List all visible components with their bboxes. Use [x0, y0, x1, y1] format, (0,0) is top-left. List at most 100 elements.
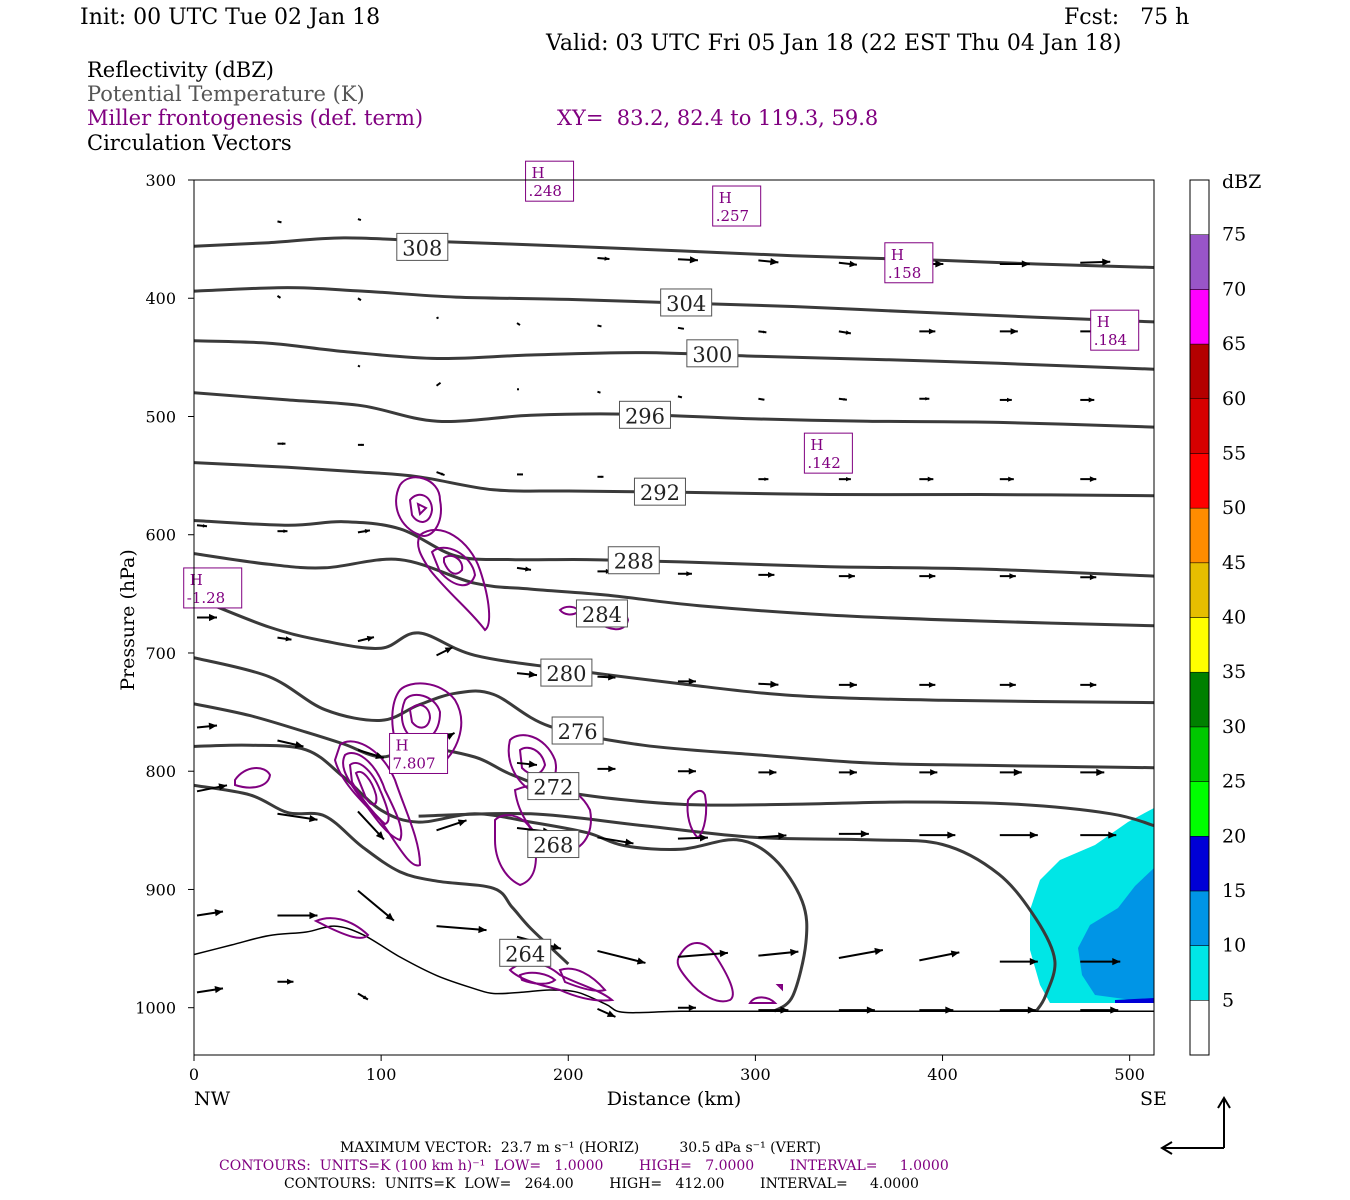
circulation-vector — [1080, 768, 1105, 776]
circulation-vector — [597, 1007, 616, 1018]
terrain-line — [194, 925, 1154, 1014]
circulation-vector — [758, 258, 779, 266]
theta-contour-label: 272 — [533, 776, 573, 800]
circulation-vector — [919, 950, 960, 962]
colorbar-swatch — [1189, 398, 1210, 454]
colorbar-swatch — [1189, 836, 1210, 892]
circulation-vector — [1080, 1006, 1119, 1014]
theta-label-box — [618, 400, 671, 429]
init-time: Init: 00 UTC Tue 02 Jan 18 — [80, 5, 381, 30]
circulation-vector — [277, 812, 318, 823]
fronto-high-value: .257 — [716, 207, 749, 225]
colorbar: 5 10 15 20 25 30 35 40 45 50 55 60 65 70 75 — [1189, 179, 1246, 1056]
circulation-vector — [597, 949, 646, 965]
x-tick-label: 400 — [927, 1065, 958, 1084]
circulation-vector — [919, 573, 936, 579]
nw-label: NW — [194, 1088, 231, 1110]
circulation-vector — [677, 395, 683, 399]
circulation-vector — [277, 636, 292, 642]
circulation-vector — [1080, 258, 1111, 266]
theta-contour-label: 296 — [625, 404, 665, 428]
colorbar-tick-label: 10 — [1222, 935, 1246, 957]
x-axis-title: Distance (km) — [607, 1088, 742, 1110]
circulation-vector — [677, 678, 696, 685]
colorbar-tick-label: 5 — [1222, 989, 1234, 1011]
terrain-surface-line — [194, 925, 1154, 1014]
circulation-vectors — [196, 218, 1121, 1018]
circulation-vector — [277, 739, 304, 749]
circulation-vector — [919, 476, 934, 482]
x-tick-label: 300 — [740, 1065, 771, 1084]
circulation-vector — [357, 748, 385, 760]
circulation-vector — [277, 442, 286, 446]
circulation-vector — [357, 529, 371, 534]
circulation-vector — [517, 473, 523, 476]
circulation-vector — [1080, 831, 1117, 839]
theta-contour-line — [194, 743, 809, 1013]
fronto-high-box — [525, 160, 575, 202]
theta-contour-line — [194, 552, 1154, 628]
circulation-vector — [597, 836, 634, 846]
colorbar-title: dBZ — [1222, 171, 1261, 193]
y-tick-label: 400 — [145, 289, 176, 308]
circulation-vector — [838, 1006, 875, 1014]
colorbar-swatch — [1189, 781, 1210, 837]
field-theta: Potential Temperature (K) — [87, 82, 365, 106]
circulation-vector — [196, 783, 228, 793]
fronto-high-marker: H — [810, 436, 823, 454]
circulation-vector — [357, 992, 369, 1001]
forecast-hour: Fcst: 75 h — [1064, 5, 1190, 30]
circulation-vector — [677, 949, 729, 958]
theta-contour-label: 284 — [582, 603, 622, 627]
circulation-vector — [1080, 397, 1095, 403]
circulation-vector — [1080, 682, 1097, 688]
field-vectors: Circulation Vectors — [87, 131, 292, 155]
valid-time: Valid: 03 UTC Fri 05 Jan 18 (22 EST Thu … — [546, 31, 1122, 56]
circulation-vector — [597, 256, 610, 261]
colorbar-tick-label: 15 — [1222, 880, 1246, 902]
fronto-high-value: .184 — [1094, 331, 1127, 349]
theta-contour-label: 304 — [666, 292, 706, 316]
y-tick-label: 900 — [145, 880, 176, 899]
fronto-high-box — [712, 185, 762, 227]
theta-contour-label: 264 — [505, 942, 545, 966]
y-tick-label: 700 — [145, 644, 176, 663]
circulation-vector — [196, 524, 208, 528]
circulation-vector — [436, 925, 487, 934]
circulation-vector — [758, 769, 777, 776]
theta-contour-label: 308 — [402, 236, 442, 260]
circulation-vector — [838, 830, 869, 838]
circulation-vector — [999, 397, 1012, 403]
theta-contour-label: 280 — [546, 662, 586, 686]
circulation-vector — [999, 957, 1038, 966]
theta-label-box — [396, 232, 449, 261]
colorbar-tick-label: 45 — [1222, 552, 1246, 574]
reference-vector-icon — [1160, 1096, 1231, 1155]
theta-label-box — [575, 599, 628, 628]
circulation-vector — [597, 475, 604, 478]
fronto-high-value: 7.807 — [393, 754, 436, 772]
theta-label-box — [633, 477, 686, 506]
colorbar-swatch — [1189, 179, 1210, 235]
circulation-vector — [919, 396, 930, 401]
circulation-vector — [758, 680, 779, 688]
fronto-high-marker: H — [532, 164, 545, 182]
circulation-vector — [436, 646, 453, 657]
colorbar-tick-label: 55 — [1222, 442, 1246, 464]
theta-contour-label: 292 — [640, 481, 680, 505]
circulation-vector — [999, 260, 1030, 268]
y-tick-label: 600 — [145, 526, 176, 545]
circulation-vector — [277, 978, 294, 985]
colorbar-swatch — [1189, 1000, 1210, 1056]
se-label: SE — [1140, 1088, 1167, 1110]
fronto-high-box — [1090, 309, 1140, 351]
theta-contour-line — [194, 391, 1154, 429]
circulation-vector — [357, 218, 362, 221]
circulation-vector — [357, 297, 362, 302]
theta-contours — [194, 236, 1154, 1013]
circulation-vector — [838, 947, 884, 960]
theta-label-box — [540, 658, 593, 687]
circulation-vector — [597, 390, 601, 394]
theta-label-box — [607, 546, 660, 575]
